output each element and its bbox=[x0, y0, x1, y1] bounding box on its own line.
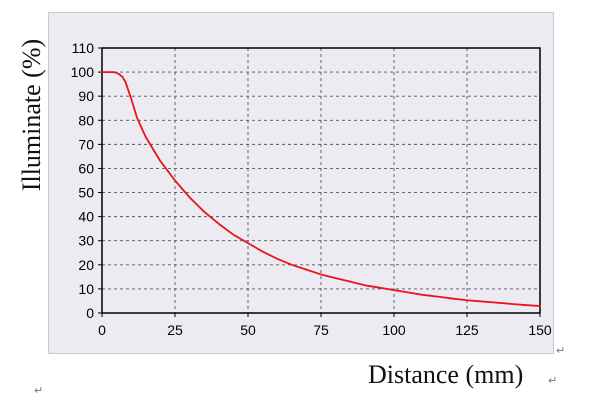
paragraph-mark-icon: ↵ bbox=[34, 384, 44, 397]
series-layer bbox=[101, 71, 541, 307]
y-axis-label: Illuminate (%) bbox=[17, 38, 46, 192]
x-tick-label: 75 bbox=[313, 322, 329, 338]
y-axis-label-wrap: Illuminate (%) bbox=[0, 0, 46, 191]
y-tick-label: 50 bbox=[78, 185, 94, 201]
axis-ticks: 0 10 20 30 40 50 60 70 80 90 100 110 0 25 50 75 100 125 15… bbox=[71, 40, 552, 338]
x-tick-label: 125 bbox=[455, 322, 479, 338]
y-tick-label: 70 bbox=[78, 136, 94, 152]
x-tick-label: 25 bbox=[167, 322, 183, 338]
x-axis-label: Distance (mm) bbox=[368, 360, 524, 389]
x-tick-label: 0 bbox=[98, 322, 106, 338]
x-tick-label: 50 bbox=[240, 322, 256, 338]
y-tick-label: 30 bbox=[78, 233, 94, 249]
y-tick-label: 0 bbox=[86, 305, 94, 321]
plot-frame bbox=[48, 12, 554, 354]
paragraph-mark-icon: ↵ bbox=[556, 344, 566, 357]
y-tick-label: 40 bbox=[78, 209, 94, 225]
y-tick-label: 80 bbox=[78, 112, 94, 128]
grid-lines bbox=[102, 48, 540, 313]
x-tick-label: 100 bbox=[382, 322, 406, 338]
y-tick-label: 90 bbox=[78, 88, 94, 104]
x-tick-label: 150 bbox=[528, 322, 552, 338]
series-line bbox=[101, 71, 541, 307]
y-tick-label: 20 bbox=[78, 257, 94, 273]
paragraph-mark-icon: ↵ bbox=[548, 374, 558, 387]
y-tick-label: 100 bbox=[71, 64, 95, 80]
y-tick-label: 10 bbox=[78, 281, 94, 297]
y-tick-label: 110 bbox=[72, 40, 95, 56]
y-tick-label: 60 bbox=[78, 160, 94, 176]
